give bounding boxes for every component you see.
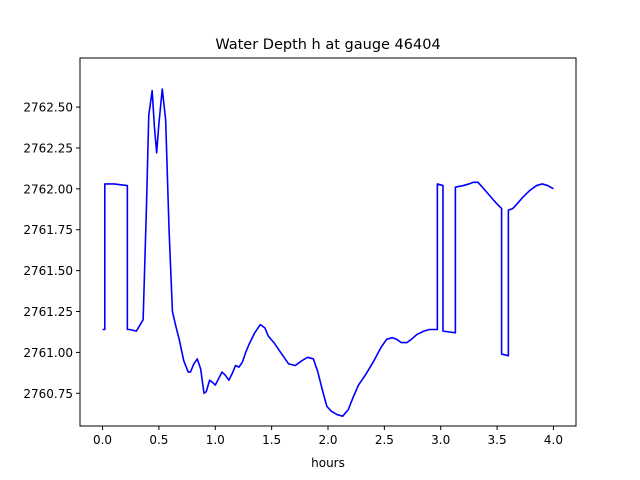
chart-title: Water Depth h at gauge 46404 [215, 37, 440, 53]
x-tick-label: 4.0 [544, 433, 563, 447]
x-tick-label: 1.0 [206, 433, 225, 447]
y-tick-label: 2761.00 [23, 346, 73, 360]
x-axis: 0.0 0.5 1.0 1.5 2.0 2.5 3.0 3.5 4.0 [93, 426, 563, 447]
y-tick-label: 2762.00 [23, 182, 73, 196]
plot-area: 0.0 0.5 1.0 1.5 2.0 2.5 3.0 3.5 4.0 2760.75 2761.… [23, 57, 577, 447]
plot-frame [79, 57, 577, 427]
y-tick-label: 2761.75 [23, 223, 73, 237]
x-axis-label: hours [311, 456, 345, 470]
y-tick-label: 2762.25 [23, 141, 73, 155]
x-tick-label: 0.5 [149, 433, 168, 447]
y-tick-label: 2761.50 [23, 264, 73, 278]
y-axis: 2760.75 2761.00 2761.25 2761.50 2761.75 2762.… [23, 101, 80, 401]
series-layer [102, 88, 554, 417]
y-tick-label: 2760.75 [23, 387, 73, 401]
y-tick-label: 2761.25 [23, 305, 73, 319]
x-tick-label: 1.5 [262, 433, 281, 447]
x-tick-label: 3.0 [431, 433, 450, 447]
x-tick-label: 0.0 [93, 433, 112, 447]
x-tick-label: 2.5 [375, 433, 394, 447]
x-tick-label: 2.0 [318, 433, 337, 447]
series-line-0 [102, 88, 554, 417]
y-tick-label: 2762.50 [23, 101, 73, 115]
x-tick-label: 3.5 [488, 433, 507, 447]
